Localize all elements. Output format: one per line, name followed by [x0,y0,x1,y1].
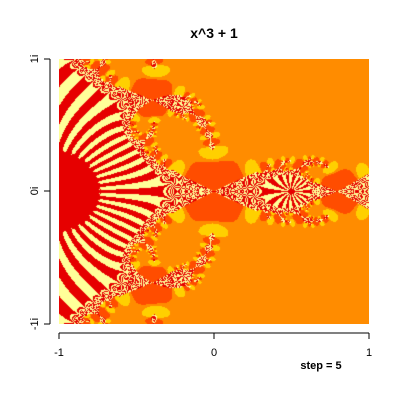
step-annotation: step = 5 [300,360,341,372]
y-tick-label: 1i [29,55,41,64]
y-tick-label: 0i [29,187,41,196]
chart-title: x^3 + 1 [190,25,238,41]
plot-area [59,59,369,324]
x-tick-label: -1 [54,347,64,359]
newton-fractal-heatmap [59,59,369,324]
x-tick-label: 1 [366,347,372,359]
axes: -1 0 1 1i 0i -1i [29,55,372,359]
x-tick-label: 0 [211,347,217,359]
y-tick-label: -1i [29,318,41,330]
